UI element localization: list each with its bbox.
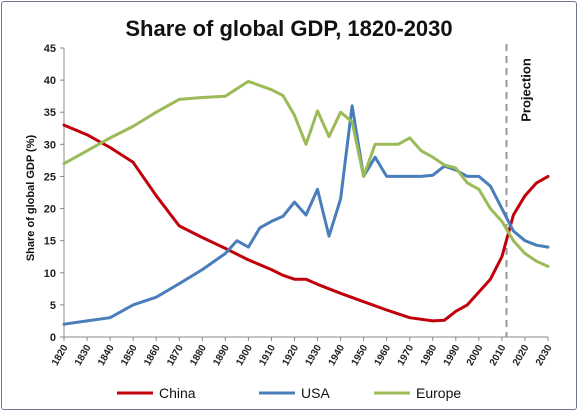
series-line-usa [62,104,550,326]
x-tick-label: 1960 [373,343,394,368]
y-tick-label: 45 [44,43,56,55]
x-tick-label: 2030 [534,343,555,368]
projection-annotation: Projection [519,58,534,122]
x-tick-label: 1860 [142,343,163,368]
line-chart: Share of global GDP, 1820-2030 Share of … [25,16,555,401]
x-tick-label: 1880 [188,343,209,368]
x-tick-label: 1970 [396,343,417,368]
x-tick-label: 1920 [280,343,301,368]
x-tick-label: 1840 [96,343,117,368]
y-tick-label: 15 [44,236,56,248]
x-tick-label: 1870 [165,343,186,368]
x-tick-label: 1910 [257,343,278,368]
x-tick-label: 1900 [234,343,255,368]
x-tick-label: 1940 [327,343,348,368]
y-tick-label: 0 [50,332,56,344]
y-axis-label: Share of global GDP (%) [25,135,37,262]
y-tick-label: 20 [44,204,56,216]
x-tick-label: 2010 [488,343,509,368]
legend-label-usa: USA [301,385,330,401]
chart-frame: Share of global GDP, 1820-2030 Share of … [1,1,577,410]
x-tick-label: 1850 [119,343,140,368]
x-tick-label: 1950 [350,343,371,368]
x-tick-label: 2020 [511,343,532,368]
chart-title: Share of global GDP, 1820-2030 [125,16,452,41]
legend-label-china: China [159,385,196,401]
legend-label-europe: Europe [416,385,461,401]
x-tick-label: 1980 [419,343,440,368]
x-tick-label: 1890 [211,343,232,368]
x-tick-label: 1930 [303,343,324,368]
x-tick-label: 1990 [442,343,463,368]
y-tick-label: 35 [44,107,56,119]
y-tick-label: 25 [44,171,56,183]
x-tick-label: 1820 [50,343,71,368]
y-tick-label: 5 [50,300,56,312]
series-line-europe [62,79,550,268]
x-tick-label: 2000 [465,343,486,368]
y-tick-label: 30 [44,139,56,151]
series-line-china [62,123,550,323]
legend: China USA Europe [117,385,461,401]
y-tick-label: 10 [44,268,56,280]
x-tick-label: 1830 [73,343,94,368]
y-tick-label: 40 [44,75,56,87]
